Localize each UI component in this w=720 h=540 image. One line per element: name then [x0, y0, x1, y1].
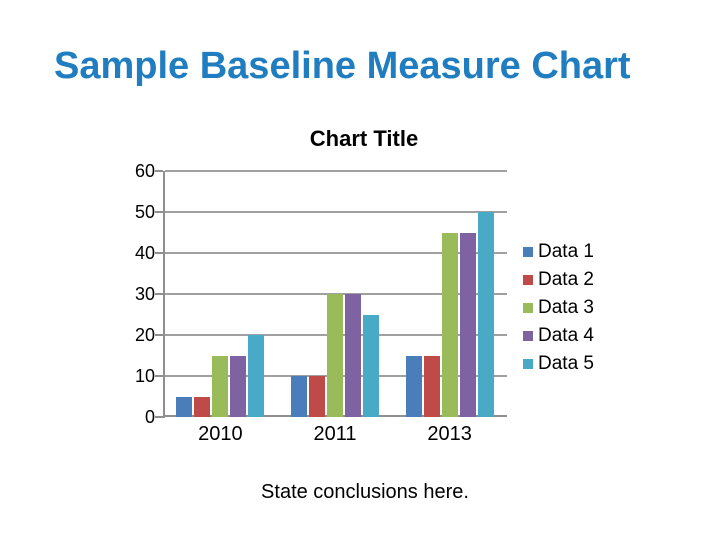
legend-key-icon — [523, 247, 533, 257]
y-axis-label: 50 — [134, 202, 155, 222]
gridline — [165, 170, 507, 173]
bar-data-1-2013 — [405, 355, 422, 417]
bar-data-3-2010 — [212, 355, 229, 417]
bar-data-4-2013 — [459, 232, 476, 417]
conclusion-text: State conclusions here. — [261, 481, 469, 503]
legend: Data 1 Data 2 Data 3 Data 4 Data 5 — [523, 238, 594, 378]
x-axis-label: 2010 — [198, 423, 243, 445]
legend-key-icon — [523, 359, 533, 369]
y-axis-label: 40 — [134, 243, 155, 263]
bar-data-5-2010 — [248, 335, 265, 417]
y-axis-tick — [155, 416, 163, 418]
bar-data-4-2010 — [230, 355, 247, 417]
legend-key-icon — [523, 275, 533, 285]
legend-item: Data 2 — [523, 266, 594, 294]
legend-label: Data 3 — [538, 297, 594, 318]
legend-item: Data 1 — [523, 238, 594, 266]
x-axis-label: 2011 — [313, 423, 357, 445]
chart-title: Chart Title — [309, 126, 419, 151]
legend-label: Data 1 — [538, 241, 594, 262]
y-axis-label: 10 — [134, 366, 155, 386]
y-axis-line — [163, 171, 165, 418]
gridline — [165, 252, 507, 254]
legend-label: Data 5 — [538, 353, 594, 374]
bar-group-2013 — [392, 171, 507, 417]
bar-data-1-2010 — [176, 396, 193, 417]
bar-data-2-2013 — [423, 355, 440, 417]
legend-item: Data 4 — [523, 322, 594, 350]
y-axis-tick — [155, 252, 163, 254]
bar-data-5-2013 — [477, 212, 494, 417]
legend-item: Data 5 — [523, 350, 594, 378]
legend-label: Data 4 — [538, 325, 594, 346]
y-axis-tick — [155, 334, 163, 336]
y-axis-tick — [155, 375, 163, 377]
page-title: Sample Baseline Measure Chart — [54, 45, 631, 87]
y-axis-label: 60 — [134, 161, 155, 181]
bar-data-3-2013 — [441, 232, 458, 417]
bar-group-2011 — [278, 171, 393, 417]
legend-key-icon — [523, 303, 533, 313]
bar-group-2010 — [163, 171, 278, 417]
y-axis-tick — [155, 211, 163, 213]
y-axis-tick — [155, 170, 163, 173]
x-axis-label: 2013 — [427, 423, 472, 445]
y-axis-label: 0 — [144, 407, 155, 427]
bar-data-3-2011 — [326, 294, 343, 417]
bar-data-1-2011 — [290, 376, 307, 417]
bar-data-2-2011 — [308, 376, 325, 417]
plot-area: 0 10 20 30 40 50 60 2010 2011 2013 — [135, 161, 507, 445]
y-axis-label: 20 — [134, 325, 155, 345]
bar-data-5-2011 — [362, 314, 379, 417]
y-axis-tick — [155, 293, 163, 295]
legend-key-icon — [523, 331, 533, 341]
legend-label: Data 2 — [538, 269, 594, 290]
legend-item: Data 3 — [523, 294, 594, 322]
bar-data-2-2010 — [194, 396, 211, 417]
bar-data-4-2011 — [344, 294, 361, 417]
y-axis-label: 30 — [134, 284, 155, 304]
gridline — [165, 211, 507, 213]
